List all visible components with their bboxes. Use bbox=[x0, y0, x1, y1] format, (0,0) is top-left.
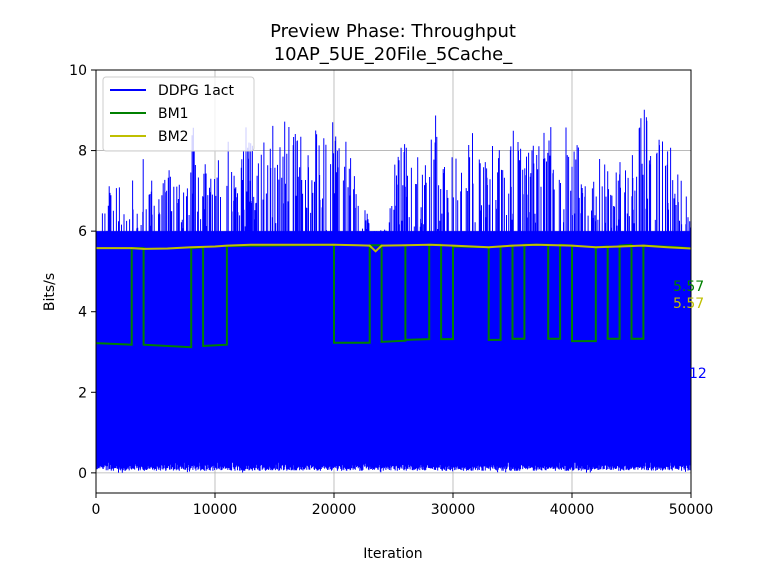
legend-label-bm1: BM1 bbox=[158, 106, 189, 122]
y-tick-label: 2 bbox=[78, 385, 87, 401]
x-tick-label: 20000 bbox=[312, 502, 357, 518]
legend-box bbox=[102, 76, 255, 152]
y-tick-label: 6 bbox=[78, 224, 87, 240]
chart-title-line-1: Preview Phase: Throughput bbox=[270, 21, 516, 42]
chart-title-line-2: 10AP_5UE_20File_5Cache_ bbox=[274, 44, 514, 65]
legend-label-ddpg: DDPG 1act bbox=[158, 83, 234, 99]
x-tick-label: 10000 bbox=[193, 502, 238, 518]
end-label-bm2: 5.57 bbox=[673, 296, 704, 312]
x-tick-label: 50000 bbox=[669, 502, 714, 518]
legend-label-bm2: BM2 bbox=[158, 129, 189, 145]
y-tick-label: 0 bbox=[78, 466, 87, 482]
end-label-bm1: 5.57 bbox=[673, 279, 704, 295]
y-tick-label: 8 bbox=[78, 144, 87, 160]
plot-frame bbox=[95, 69, 692, 494]
y-tick-label: 4 bbox=[78, 305, 87, 321]
axis-ticks: 0 10000 20000 30000 40000 50000 0 2 4 6 8 10 bbox=[69, 63, 713, 518]
legend: DDPG 1act BM1 BM2 bbox=[102, 76, 255, 152]
benchmark-series bbox=[95, 243, 692, 349]
x-tick-label: 40000 bbox=[550, 502, 595, 518]
x-tick-label: 0 bbox=[92, 502, 101, 518]
bm2-line bbox=[96, 243, 692, 253]
y-tick-label: 10 bbox=[69, 63, 87, 79]
ddpg-series-band bbox=[95, 109, 692, 473]
end-label-ddpg: 12 bbox=[689, 366, 707, 382]
y-axis-label: Bits/s bbox=[42, 273, 58, 311]
x-tick-label: 30000 bbox=[431, 502, 476, 518]
x-axis-label: Iteration bbox=[363, 546, 422, 562]
